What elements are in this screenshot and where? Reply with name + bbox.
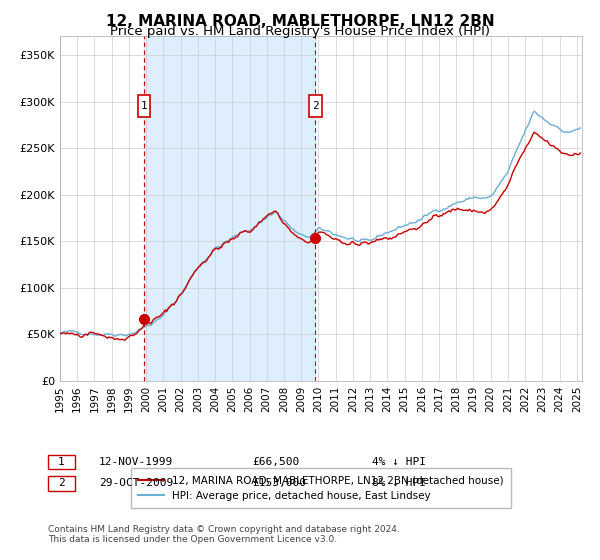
Text: 2: 2 xyxy=(58,478,65,488)
FancyBboxPatch shape xyxy=(138,95,150,118)
Text: £153,000: £153,000 xyxy=(252,478,306,488)
Text: 29-OCT-2009: 29-OCT-2009 xyxy=(99,478,173,488)
Text: 8% ↓ HPI: 8% ↓ HPI xyxy=(372,478,426,488)
Text: Contains HM Land Registry data © Crown copyright and database right 2024.
This d: Contains HM Land Registry data © Crown c… xyxy=(48,525,400,544)
Legend: 12, MARINA ROAD, MABLETHORPE, LN12 2BN (detached house), HPI: Average price, det: 12, MARINA ROAD, MABLETHORPE, LN12 2BN (… xyxy=(131,468,511,508)
FancyBboxPatch shape xyxy=(310,95,322,118)
Text: Price paid vs. HM Land Registry's House Price Index (HPI): Price paid vs. HM Land Registry's House … xyxy=(110,25,490,38)
Text: 12, MARINA ROAD, MABLETHORPE, LN12 2BN: 12, MARINA ROAD, MABLETHORPE, LN12 2BN xyxy=(106,14,494,29)
Text: 1: 1 xyxy=(58,457,65,467)
Text: £66,500: £66,500 xyxy=(252,457,299,467)
Text: 2: 2 xyxy=(312,101,319,111)
Bar xyxy=(144,36,316,381)
Text: 12-NOV-1999: 12-NOV-1999 xyxy=(99,457,173,467)
Text: 4% ↓ HPI: 4% ↓ HPI xyxy=(372,457,426,467)
Text: 1: 1 xyxy=(140,101,147,111)
